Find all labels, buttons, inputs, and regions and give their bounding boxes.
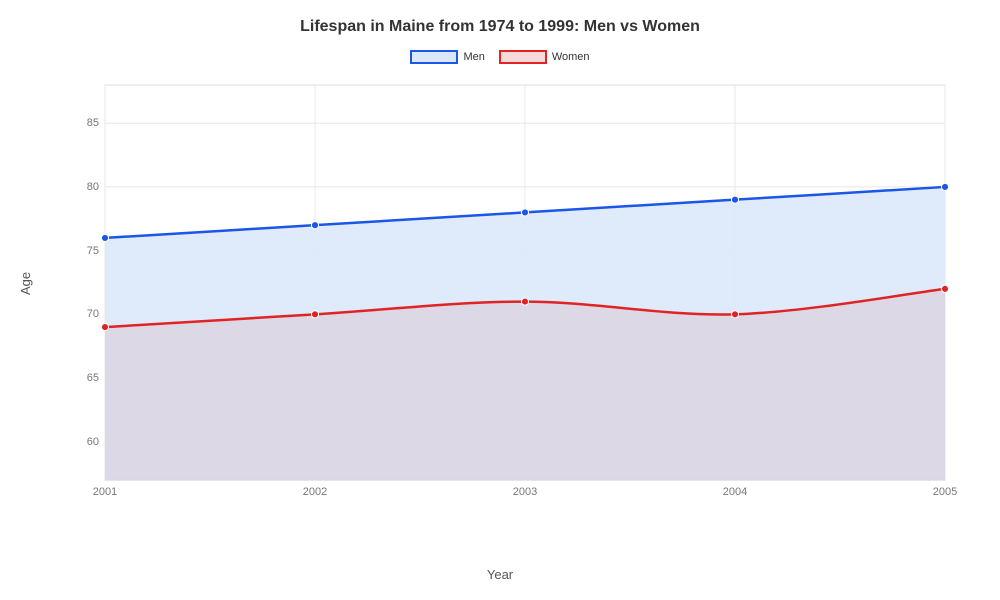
x-axis-label: Year (0, 567, 1000, 582)
chart-title: Lifespan in Maine from 1974 to 1999: Men… (0, 18, 1000, 36)
plot-area: 60 65 70 75 80 85 2001 2002 2003 2004 2005 (70, 80, 960, 510)
x-tick-label: 2002 (303, 486, 327, 498)
y-tick-label: 60 (70, 436, 99, 448)
y-tick-label: 70 (70, 308, 99, 320)
y-tick-label: 75 (70, 245, 99, 257)
legend-item-women: Women (499, 50, 590, 64)
chart-container: Lifespan in Maine from 1974 to 1999: Men… (0, 0, 1000, 600)
legend-item-men: Men (410, 50, 484, 64)
legend-label-women: Women (552, 51, 590, 63)
legend-swatch-men (410, 50, 458, 64)
legend-swatch-women (499, 50, 547, 64)
x-tick-label: 2004 (723, 486, 747, 498)
legend: Men Women (0, 50, 1000, 64)
chart-svg (70, 80, 960, 510)
y-tick-label: 65 (70, 372, 99, 384)
x-tick-label: 2003 (513, 486, 537, 498)
y-axis-label: Age (18, 272, 33, 295)
x-tick-label: 2001 (93, 486, 117, 498)
x-tick-label: 2005 (933, 486, 957, 498)
y-tick-label: 80 (70, 181, 99, 193)
legend-label-men: Men (463, 51, 484, 63)
y-tick-label: 85 (70, 117, 99, 129)
